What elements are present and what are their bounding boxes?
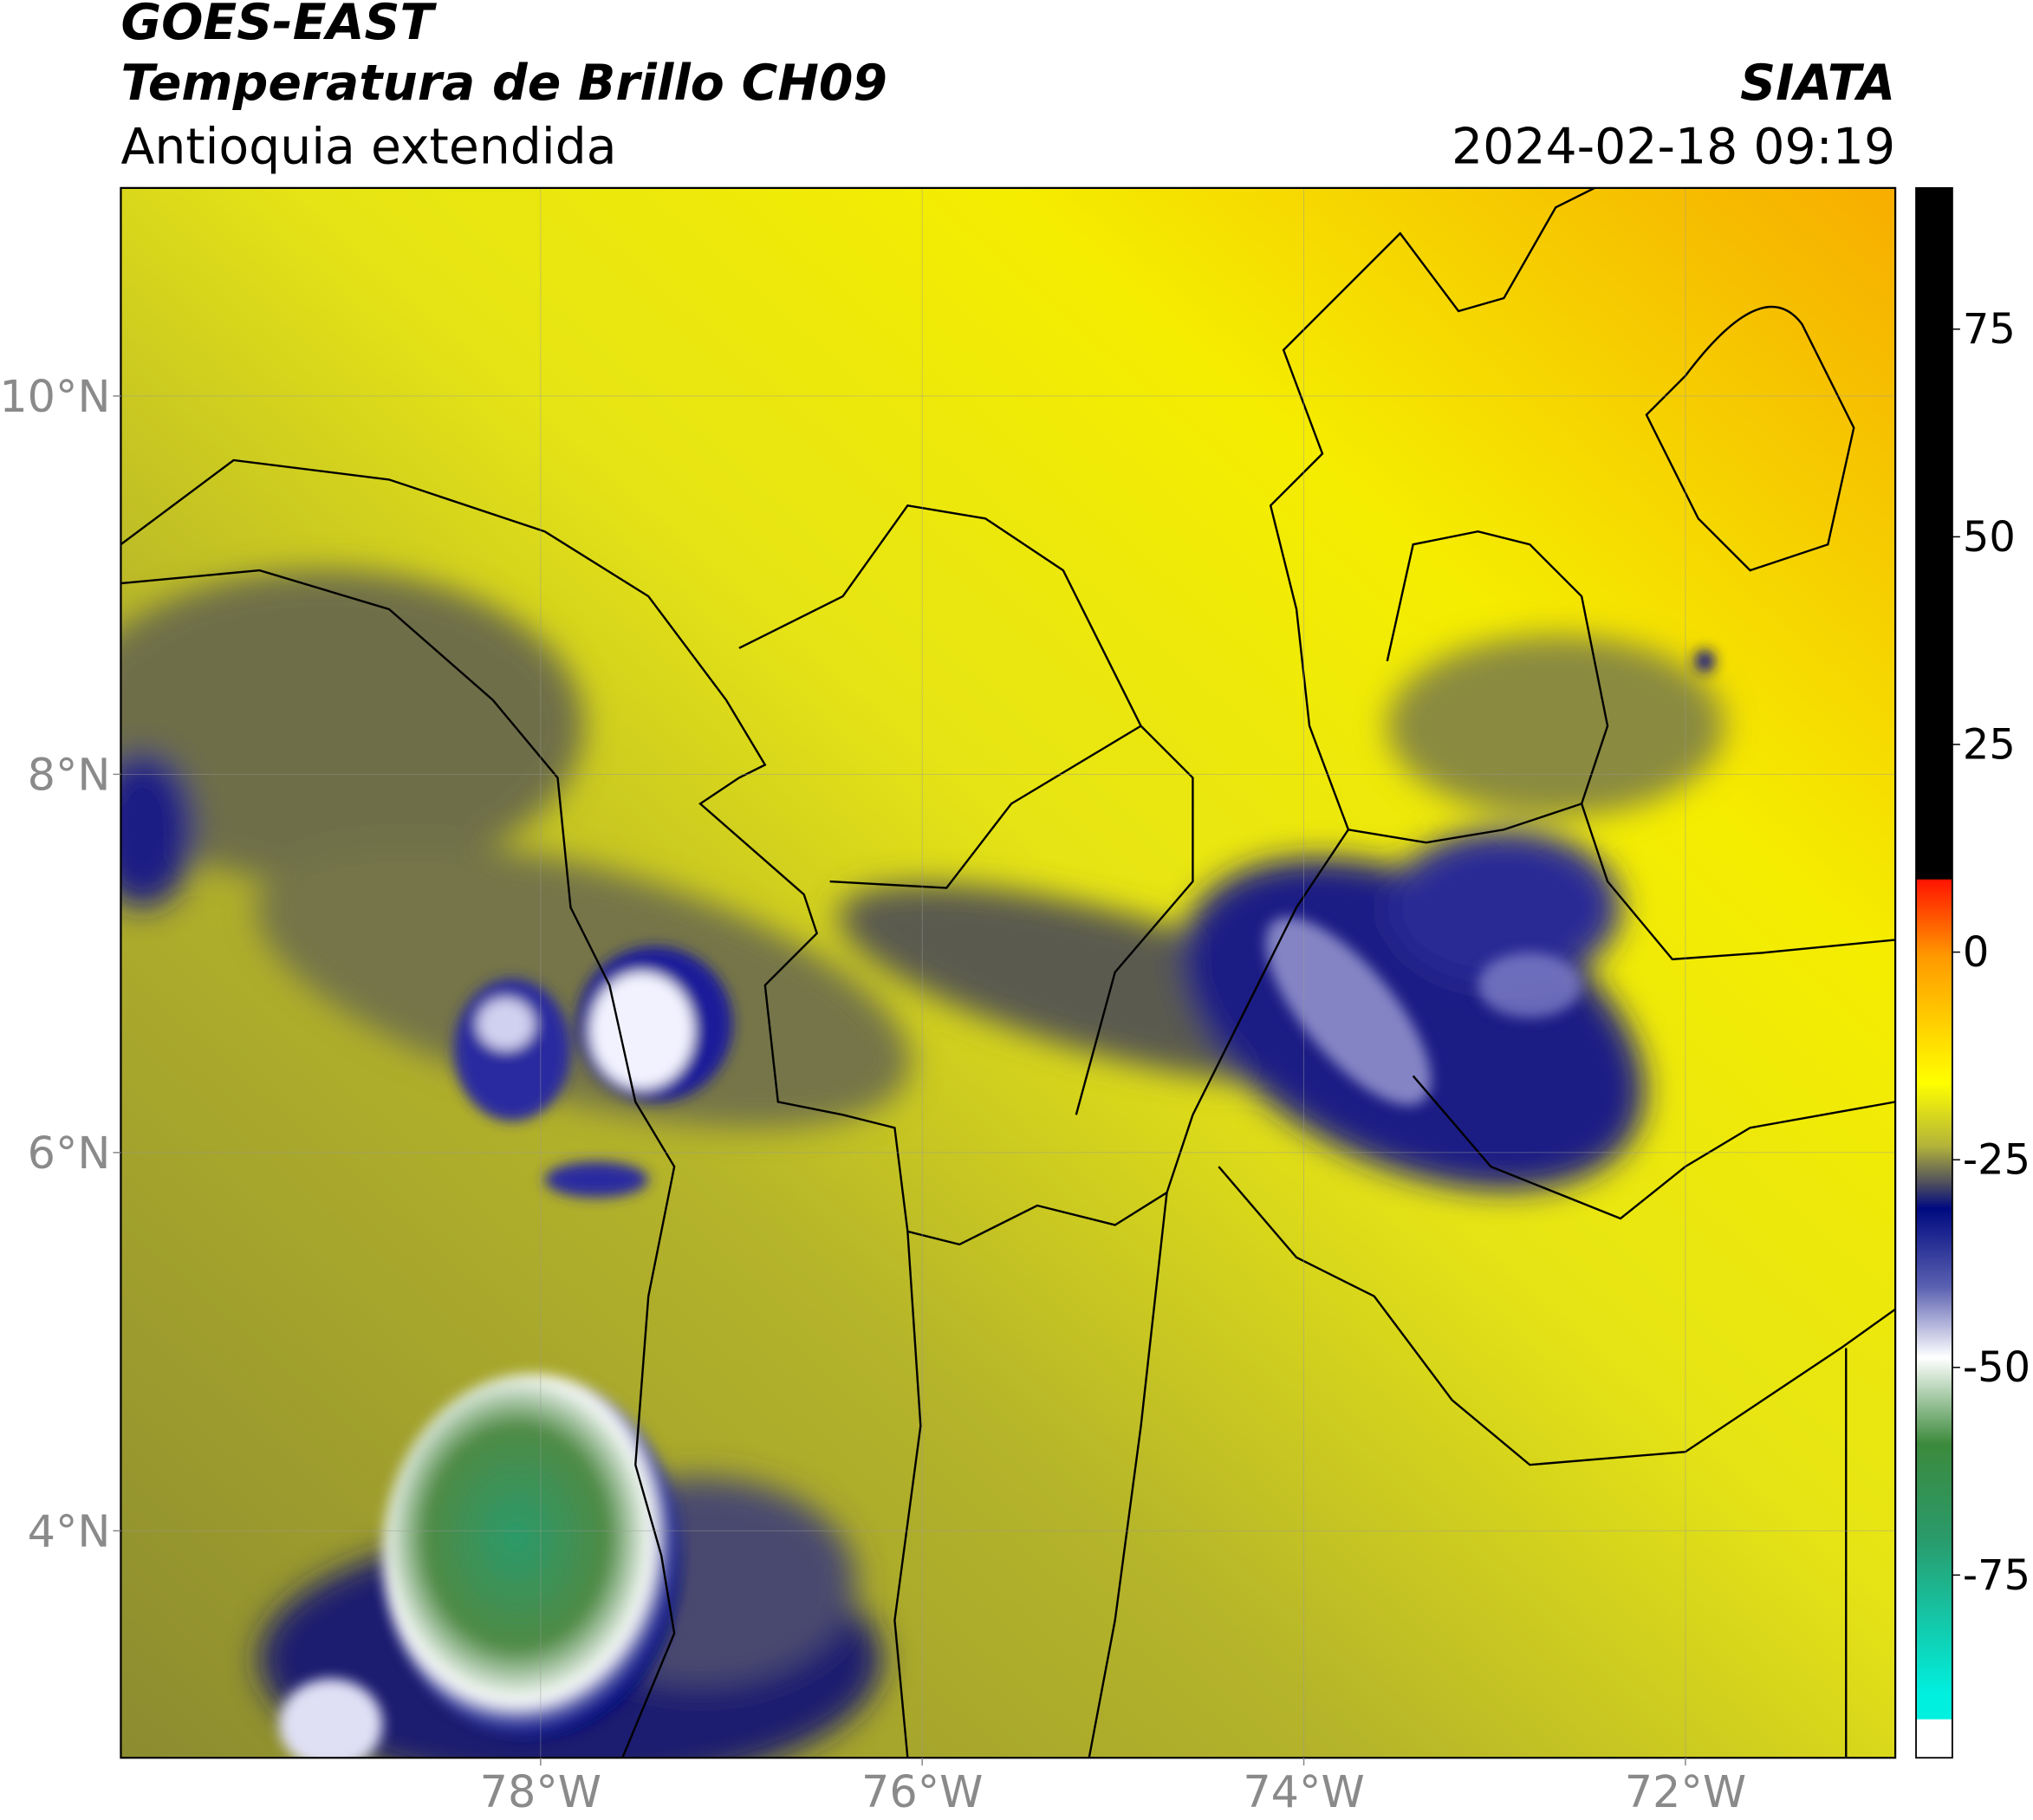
x-tick-label: 78°W	[480, 1766, 601, 1817]
x-tick-label: 76°W	[861, 1766, 983, 1817]
y-tick-label: 10°N	[0, 371, 110, 422]
imagery	[120, 187, 1896, 1758]
colorbar-tick-label: -50	[1963, 1344, 2030, 1392]
region: Antioquia extendida	[120, 118, 616, 175]
title: GOES-EAST	[120, 0, 437, 51]
y-tick-label: 4°N	[28, 1505, 111, 1557]
graticule	[120, 187, 1896, 1758]
y-tick-label: 6°N	[28, 1128, 111, 1179]
x-tick-label: 74°W	[1243, 1766, 1364, 1817]
source: SIATA	[1740, 55, 1895, 112]
boundaries	[120, 187, 1896, 1758]
colorbar	[1915, 186, 1953, 1759]
subtitle: Temperatura de Brillo CH09	[120, 55, 887, 112]
colorbar-tick-label: 0	[1963, 929, 1989, 977]
colorbar-tick-label: 50	[1963, 514, 2016, 562]
datetime: 2024-02-18 09:19	[1452, 118, 1895, 175]
map-frame	[120, 186, 1897, 1759]
colorbar-tick-label: -75	[1963, 1552, 2030, 1600]
y-tick-label: 8°N	[28, 749, 111, 800]
colorbar-tick-label: 75	[1963, 306, 2016, 354]
colorbar-tick-label: 25	[1963, 721, 2016, 769]
colorbar-tick-label: -25	[1963, 1137, 2030, 1185]
x-tick-label: 72°W	[1625, 1766, 1746, 1817]
